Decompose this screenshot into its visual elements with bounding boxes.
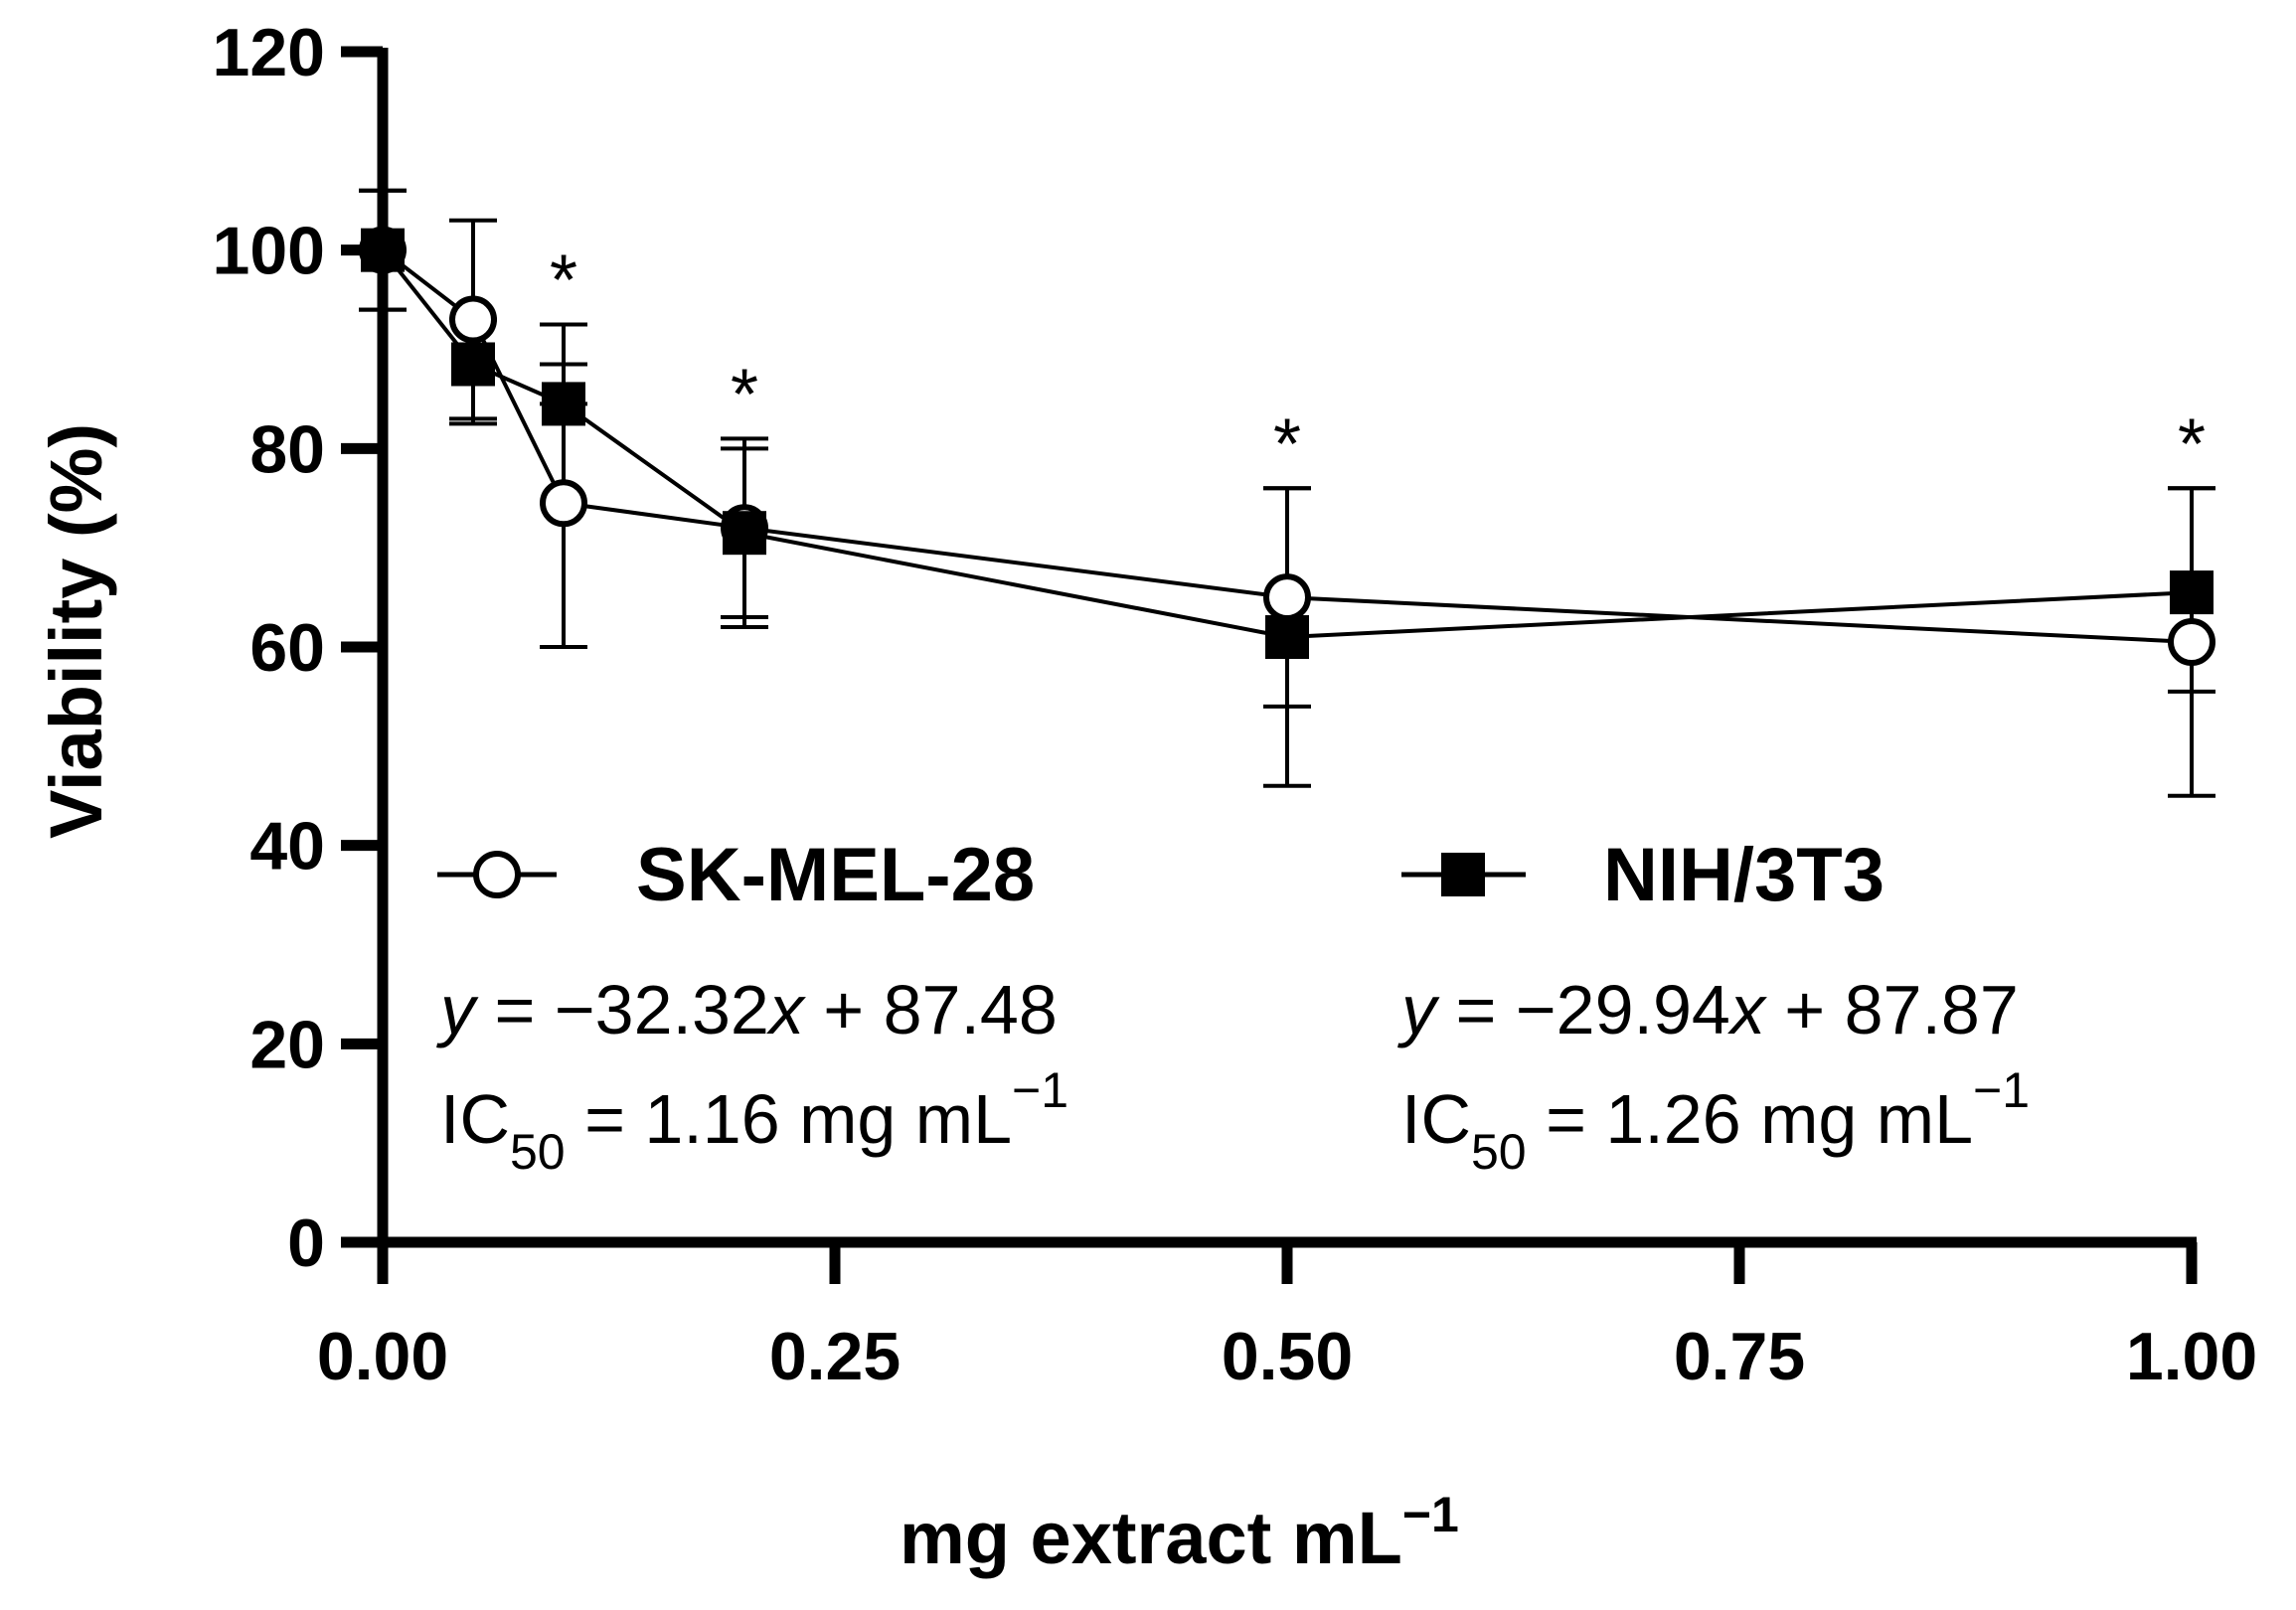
y-tick-label: 40 <box>249 809 325 885</box>
y-tick-label: 80 <box>249 411 325 487</box>
sk-equation: y = −32.32x + 87.48 <box>436 971 1058 1048</box>
y-axis-title: Viability (%) <box>35 423 117 839</box>
sk-mel-28-point <box>540 479 587 528</box>
sk-mel-28-point <box>2168 618 2215 667</box>
x-axis-title-main: mg extract mL <box>900 1497 1402 1579</box>
nih-3t3-point <box>542 382 585 426</box>
nih-equation: y = −29.94x + 87.87 <box>1397 971 2019 1048</box>
legend-open-circle-icon <box>473 851 521 898</box>
x-tick-label: 0.50 <box>1222 1319 1353 1394</box>
significance-star: * <box>550 242 577 321</box>
error-bars <box>359 188 2215 798</box>
nih-3t3-point <box>361 228 405 272</box>
x-axis-title-sup: −1 <box>1402 1487 1459 1542</box>
legend-filled-square-icon <box>1441 853 1485 896</box>
y-tick-label: 20 <box>249 1007 325 1082</box>
legend: SK-MEL-28 NIH/3T3 <box>437 833 1885 917</box>
x-tick-label: 0.25 <box>769 1319 901 1394</box>
significance-markers: * * * * <box>550 242 2206 485</box>
sk-mel-28-point <box>449 295 497 344</box>
sk-mel-28-point <box>1263 573 1311 622</box>
significance-star: * <box>1273 404 1301 484</box>
nih-3t3-point <box>723 511 766 556</box>
x-axis-title: mg extract mL−1 <box>900 1487 1459 1579</box>
x-tick-label: 1.00 <box>2126 1319 2257 1394</box>
y-tick-label: 0 <box>287 1206 325 1281</box>
legend-entry-nih-3t3: NIH/3T3 <box>1401 833 1885 917</box>
legend-label-sk-mel-28: SK-MEL-28 <box>636 833 1035 917</box>
nih-3t3-point <box>1265 615 1309 660</box>
x-tick-label: 0.00 <box>317 1319 448 1394</box>
legend-entry-sk-mel-28: SK-MEL-28 <box>437 833 1035 917</box>
x-tick-label: 0.75 <box>1674 1319 1805 1394</box>
significance-star: * <box>731 355 758 434</box>
significance-star: * <box>2178 404 2206 484</box>
y-tick-label: 120 <box>213 15 325 90</box>
data-markers <box>359 226 2215 667</box>
y-tick-label: 100 <box>213 214 325 289</box>
sk-ic50: IC50 = 1.16 mg mL−1 <box>440 1062 1068 1180</box>
nih-3t3-point <box>2170 570 2214 615</box>
nih-3t3-point <box>451 342 495 387</box>
nih-ic50: IC50 = 1.26 mg mL−1 <box>1401 1062 2030 1180</box>
y-tick-label: 60 <box>249 610 325 686</box>
axes: 0 20 40 60 80 100 120 0.00 0.25 0.50 0.75 1.00 <box>213 15 2258 1394</box>
legend-label-nih-3t3: NIH/3T3 <box>1603 833 1885 917</box>
